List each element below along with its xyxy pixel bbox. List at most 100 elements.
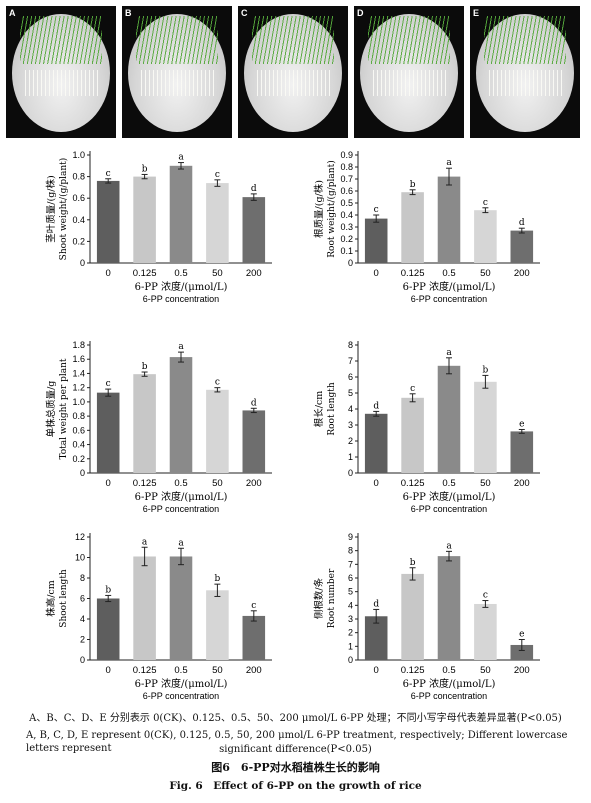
x-tick-label: 0 bbox=[374, 478, 379, 489]
y-tick-label: 2 bbox=[348, 628, 353, 638]
significance-letter: b bbox=[142, 362, 148, 372]
y-tick-label: 0.4 bbox=[340, 210, 353, 220]
significance-letter: c bbox=[215, 378, 220, 388]
x-axis-title-cn: 6-PP 浓度/(μmol/L) bbox=[403, 490, 496, 503]
y-tick-label: 12 bbox=[75, 532, 85, 542]
y-tick-label: 1 bbox=[348, 641, 353, 651]
root-length-chart: 0 1 2 3 4 5 6 7 8 d 0 c 0.125 a 0.5 b 50 e 200 6-PP 浓度/(μmo… bbox=[313, 340, 540, 514]
x-axis-title-en: 6-PP concentration bbox=[143, 504, 219, 514]
significance-letter: e bbox=[519, 419, 524, 429]
x-tick-label: 0.125 bbox=[133, 268, 157, 279]
y-tick-label: 0.4 bbox=[72, 440, 85, 450]
x-tick-label: 200 bbox=[514, 478, 530, 489]
x-tick-label: 50 bbox=[212, 268, 223, 279]
caption-note-en-1: A, B, C, D, E represent 0(CK), 0.125, 0.… bbox=[26, 730, 568, 754]
bar bbox=[401, 573, 424, 660]
x-tick-label: 200 bbox=[514, 665, 530, 676]
y-tick-label: 1.8 bbox=[72, 340, 85, 350]
bar bbox=[474, 210, 497, 263]
x-tick-label: 0.125 bbox=[401, 665, 425, 676]
significance-letter: a bbox=[142, 537, 148, 547]
x-axis-title-en: 6-PP concentration bbox=[411, 294, 487, 304]
bar bbox=[474, 381, 497, 473]
photo-label: C bbox=[241, 8, 248, 18]
significance-letter: c bbox=[483, 198, 488, 208]
bar bbox=[96, 598, 120, 660]
figure-title-cn: 图6 6-PP对水稻植株生长的影响 bbox=[211, 761, 380, 774]
y-axis-title-en: Root weight/(g/plant) bbox=[326, 160, 337, 257]
y-tick-label: 0 bbox=[348, 258, 353, 268]
photo-a: A bbox=[6, 6, 116, 138]
bar bbox=[510, 644, 534, 660]
bar bbox=[206, 183, 229, 263]
total-weight-chart: 0 0.2 0.4 0.6 0.8 1.0 1.2 1.4 1.6 1.8 c 0 b 0.125 a 0.5… bbox=[45, 340, 272, 514]
x-tick-label: 0 bbox=[374, 268, 379, 279]
photo-e: E bbox=[470, 6, 580, 138]
significance-letter: b bbox=[410, 180, 416, 190]
significance-letter: a bbox=[446, 158, 452, 168]
y-axis-title-en: Shoot weight/(g/plant) bbox=[58, 158, 69, 261]
caption-note-en-2: significant difference(P<0.05) bbox=[219, 744, 372, 755]
x-tick-label: 0.125 bbox=[133, 665, 157, 676]
significance-letter: c bbox=[374, 205, 379, 215]
y-tick-label: 0.6 bbox=[72, 193, 85, 203]
x-tick-label: 0.5 bbox=[442, 268, 455, 279]
x-tick-label: 50 bbox=[480, 268, 491, 279]
y-tick-label: 0.8 bbox=[72, 411, 85, 421]
x-tick-label: 50 bbox=[480, 478, 491, 489]
y-axis-title-cn: 单株总质量/g bbox=[45, 381, 57, 438]
y-tick-label: 4 bbox=[348, 600, 353, 610]
bar bbox=[510, 431, 534, 473]
x-axis-title-en: 6-PP concentration bbox=[143, 691, 219, 701]
significance-letter: b bbox=[410, 558, 416, 568]
y-tick-label: 2 bbox=[80, 635, 85, 645]
x-axis-title-cn: 6-PP 浓度/(μmol/L) bbox=[403, 677, 496, 690]
significance-letter: a bbox=[178, 342, 184, 352]
y-tick-label: 0.5 bbox=[340, 198, 353, 208]
y-tick-label: 0.4 bbox=[72, 215, 85, 225]
y-axis-title-cn: 侧根数/条 bbox=[313, 577, 325, 619]
y-tick-label: 3 bbox=[348, 420, 353, 430]
y-tick-label: 1 bbox=[348, 452, 353, 462]
y-tick-label: 6 bbox=[80, 594, 85, 604]
y-tick-label: 10 bbox=[75, 553, 85, 563]
x-tick-label: 0.125 bbox=[401, 268, 425, 279]
bar bbox=[96, 180, 120, 263]
x-tick-label: 200 bbox=[246, 665, 262, 676]
y-tick-label: 3 bbox=[348, 614, 353, 624]
y-tick-label: 0.2 bbox=[72, 236, 85, 246]
root-number-chart: 0 1 2 3 4 5 6 7 8 9 d 0 b 0.125 a 0.5 c 50 e 200 6-PP 浓度/(μm… bbox=[313, 532, 540, 701]
x-tick-label: 0.5 bbox=[442, 478, 455, 489]
y-tick-label: 1.6 bbox=[72, 354, 85, 364]
y-tick-label: 0.2 bbox=[72, 454, 85, 464]
y-axis-title-cn: 根质量/(g/株) bbox=[313, 180, 325, 238]
bar bbox=[401, 397, 424, 473]
significance-letter: b bbox=[142, 164, 148, 174]
significance-letter: b bbox=[483, 365, 489, 375]
y-tick-label: 7 bbox=[348, 356, 353, 366]
y-axis-title-en: Root length bbox=[327, 382, 337, 435]
x-tick-label: 0.5 bbox=[174, 665, 187, 676]
y-tick-label: 0.7 bbox=[340, 174, 353, 184]
y-tick-label: 7 bbox=[348, 559, 353, 569]
bar bbox=[364, 413, 388, 473]
significance-letter: c bbox=[410, 384, 415, 394]
y-tick-label: 9 bbox=[348, 532, 353, 542]
significance-letter: d bbox=[251, 184, 257, 194]
x-tick-label: 0.125 bbox=[133, 478, 157, 489]
bar bbox=[401, 192, 424, 263]
photo-b: B bbox=[122, 6, 232, 138]
y-axis-title-en: Total weight per plant bbox=[59, 358, 69, 459]
seedling-photo-panel: A B C D E bbox=[6, 6, 585, 138]
x-tick-label: 0.5 bbox=[174, 268, 187, 279]
x-axis-title-cn: 6-PP 浓度/(μmol/L) bbox=[403, 280, 496, 293]
photo-label: A bbox=[9, 8, 16, 18]
bar bbox=[133, 556, 156, 660]
y-axis-title-en: Root number bbox=[327, 568, 337, 628]
x-axis-title-cn: 6-PP 浓度/(μmol/L) bbox=[135, 280, 228, 293]
y-tick-label: 5 bbox=[348, 388, 353, 398]
y-tick-label: 0 bbox=[348, 655, 353, 665]
y-tick-label: 0 bbox=[80, 468, 85, 478]
x-tick-label: 0.5 bbox=[174, 478, 187, 489]
root-weight-chart: 0 0.1 0.2 0.3 0.4 0.5 0.6 0.7 0.8 0.9 c 0 b 0.125 a 0.5… bbox=[313, 150, 540, 304]
